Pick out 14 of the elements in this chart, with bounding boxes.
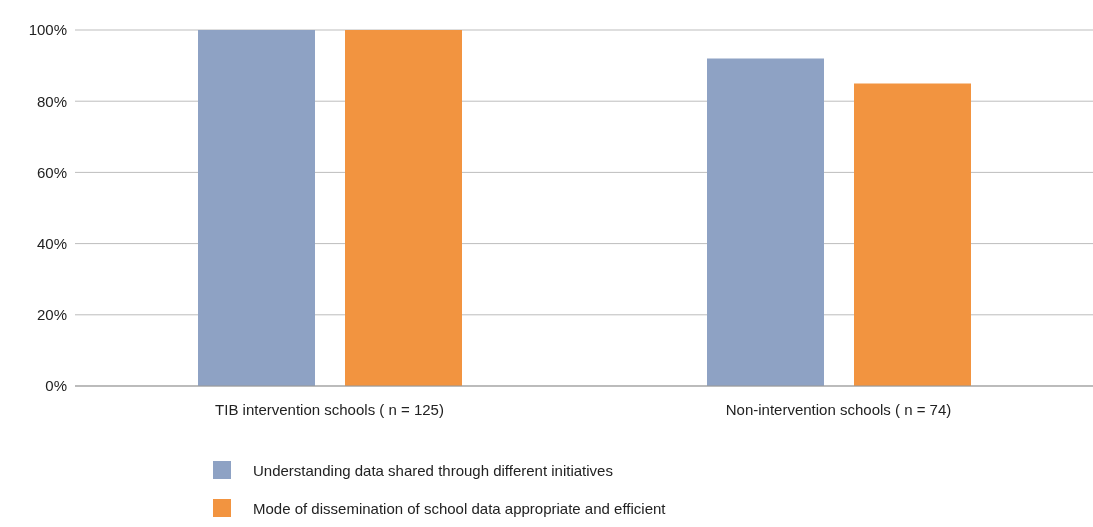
bar bbox=[198, 30, 315, 386]
x-tick-label: Non-intervention schools ( n = 74) bbox=[725, 400, 952, 418]
y-tick-label: 20% bbox=[36, 306, 67, 324]
bar bbox=[854, 83, 971, 386]
bar bbox=[345, 30, 462, 386]
legend-label: Mode of dissemination of school data appropriate and efficient bbox=[253, 499, 666, 517]
y-tick-label: 60% bbox=[36, 163, 67, 181]
bar bbox=[707, 58, 824, 386]
y-tick-label: 80% bbox=[36, 92, 67, 110]
y-tick-label: 100% bbox=[28, 21, 67, 39]
y-tick-label: 40% bbox=[36, 234, 67, 252]
legend-label: Understanding data shared through different initiatives bbox=[253, 461, 613, 479]
x-tick-label: TIB intervention schools ( n = 125) bbox=[215, 400, 444, 418]
y-tick-label: 0% bbox=[45, 377, 67, 395]
